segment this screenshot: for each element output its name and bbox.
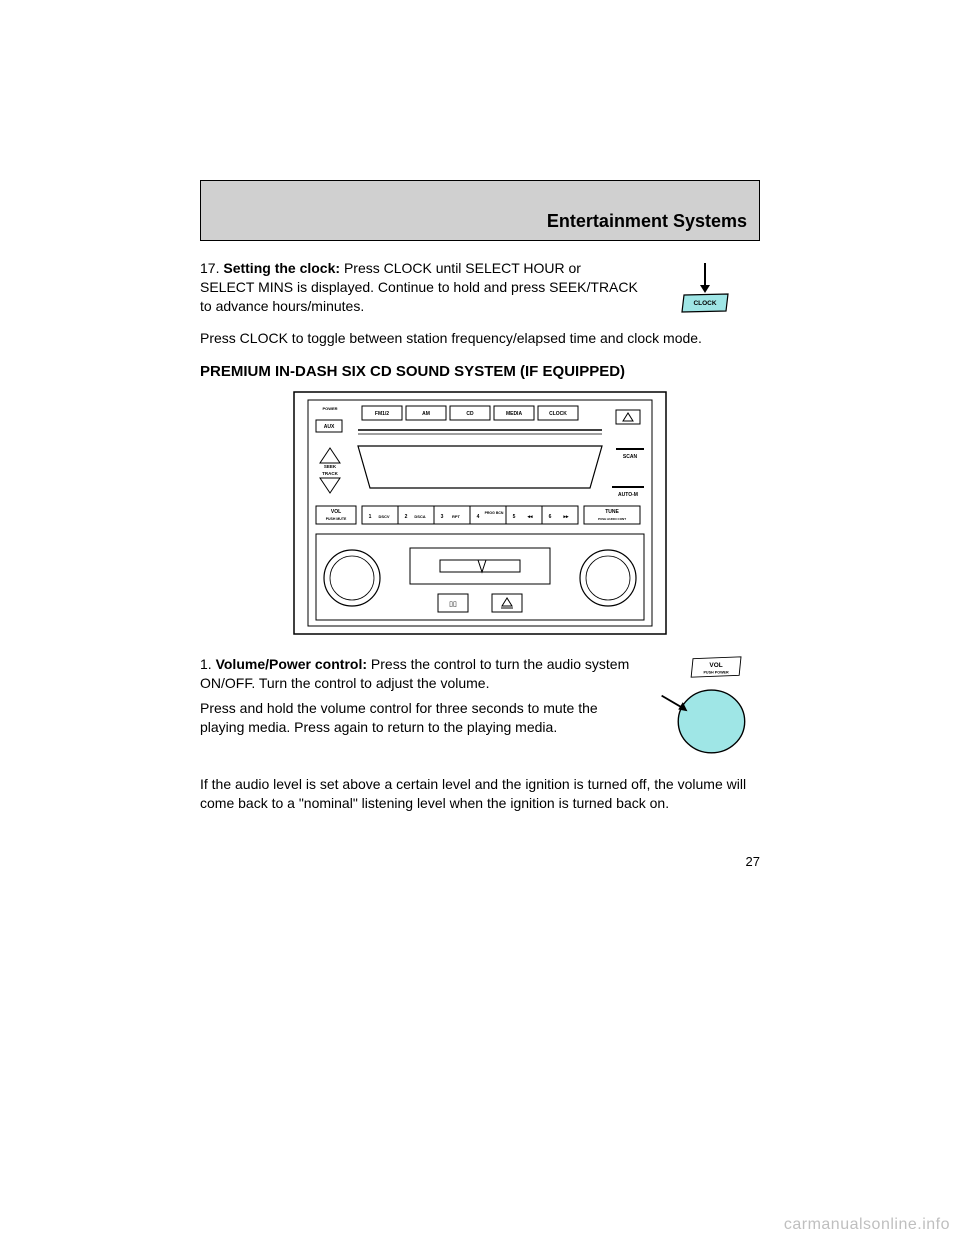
clock-btn-label: CLOCK (549, 411, 567, 417)
clock-button-label: CLOCK (693, 300, 716, 307)
vol-knob-top-label: VOL (709, 662, 722, 669)
svg-text:DSCV: DSCV (378, 514, 389, 519)
track-label: TRACK (322, 471, 338, 476)
clock-para-1: 17. Setting the clock: Press CLOCK until… (200, 259, 638, 316)
cd-button-label: CD (466, 411, 474, 417)
svg-text:▸▸: ▸▸ (562, 514, 569, 520)
volume-knob-illustration: VOL PUSH POWER (650, 655, 760, 775)
svg-text:PUSH AUDIO CONT: PUSH AUDIO CONT (598, 517, 626, 521)
dolby-icon: ▯▯ (449, 601, 457, 608)
clock-button-illustration: CLOCK (650, 259, 760, 329)
vol-label: VOL (331, 509, 341, 515)
am-button-label: AM (422, 411, 430, 417)
svg-text:PROG BCN: PROG BCN (485, 511, 504, 515)
svg-text:DSCA: DSCA (414, 514, 425, 519)
vol-push-label: PUSH MUTE (326, 517, 347, 521)
vol-para-3: If the audio level is set above a certai… (200, 775, 760, 813)
svg-text:2: 2 (405, 514, 408, 520)
radio-diagram: FM1/2 AM CD MEDIA CLOCK POWER AUX (290, 388, 670, 643)
vol-knob-bot-label: PUSH POWER (703, 670, 729, 674)
vol-para-2: Press and hold the volume control for th… (200, 699, 638, 737)
media-button-label: MEDIA (506, 411, 523, 417)
svg-text:1: 1 (369, 514, 372, 520)
svg-text:3: 3 (441, 514, 444, 520)
watermark: carmanualsonline.info (784, 1216, 950, 1234)
power-label: POWER (322, 406, 337, 411)
fm-button-label: FM1/2 (375, 411, 389, 417)
seek-label: SEEK (324, 464, 337, 469)
volume-control-block: 1. Volume/Power control: Press the contr… (200, 655, 760, 775)
svg-text:◂◂: ◂◂ (526, 514, 533, 520)
volume-knob (678, 690, 744, 753)
svg-text:5: 5 (513, 514, 516, 520)
page-number: 27 (200, 853, 760, 871)
svg-text:RPT: RPT (452, 514, 461, 519)
page-body: 17. Setting the clock: Press CLOCK until… (200, 259, 760, 870)
clock-setting-block: 17. Setting the clock: Press CLOCK until… (200, 259, 760, 329)
svg-text:6: 6 (549, 514, 552, 520)
scan-label: SCAN (623, 454, 638, 460)
clock-para-2: Press CLOCK to toggle between station fr… (200, 329, 760, 348)
radio-section-title: PREMIUM IN-DASH SIX CD SOUND SYSTEM (IF … (200, 362, 760, 382)
vol-para-1: 1. Volume/Power control: Press the contr… (200, 655, 638, 693)
svg-text:4: 4 (477, 514, 480, 520)
header-title: Entertainment Systems (547, 211, 747, 231)
aux-label: AUX (324, 424, 335, 430)
autom-label: AUTO-M (618, 492, 638, 498)
section-header: Entertainment Systems (200, 180, 760, 241)
manual-page: Entertainment Systems 17. Setting the cl… (200, 180, 760, 870)
tune-label: TUNE (605, 509, 619, 515)
